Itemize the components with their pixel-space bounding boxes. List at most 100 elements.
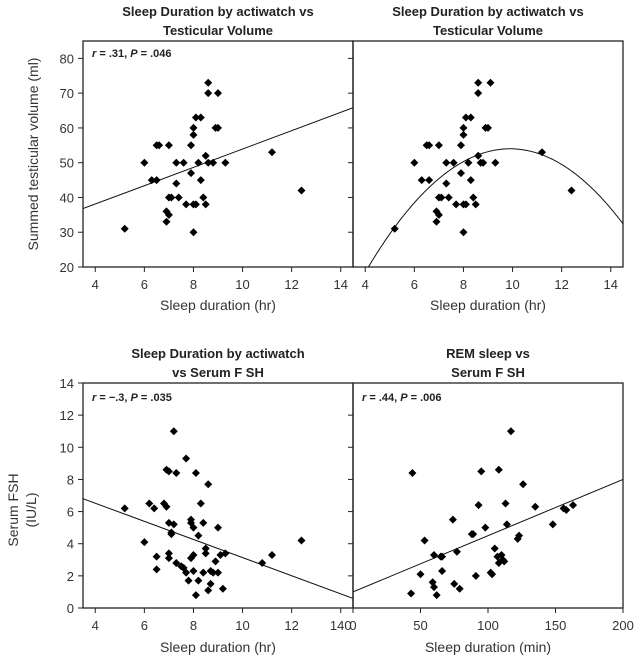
x-tick-label: 8	[190, 277, 197, 292]
data-point	[152, 552, 161, 561]
y-tick-label: 0	[67, 601, 74, 616]
x-tick-label: 4	[92, 277, 99, 292]
data-point	[199, 518, 208, 527]
plot-frame	[352, 40, 624, 268]
panel-title-line2: Testicular Volume	[163, 23, 273, 38]
data-point	[164, 554, 173, 563]
p-symbol: P	[400, 392, 408, 404]
data-point	[164, 141, 173, 150]
data-point	[434, 210, 443, 219]
x-tick-label: 8	[190, 618, 197, 633]
y-axis-label: Summed testicular volume (ml)	[25, 58, 41, 251]
data-point	[474, 78, 483, 87]
data-point	[214, 568, 222, 577]
data-point	[191, 200, 200, 209]
panel-title-line2: vs Serum F SH	[172, 365, 264, 380]
r-value: = .44,	[366, 392, 400, 404]
y-tick-label: 6	[67, 505, 74, 520]
data-point	[491, 158, 500, 167]
data-point	[162, 217, 171, 226]
data-point	[209, 568, 218, 577]
data-point	[452, 200, 461, 209]
data-point	[214, 523, 222, 532]
stats-annotation: r = −.3, P = .035	[92, 392, 172, 404]
regression-line	[83, 498, 353, 599]
y-tick-label: 80	[60, 51, 74, 66]
x-tick-label: 8	[460, 277, 467, 292]
data-point	[481, 523, 490, 532]
data-point	[457, 141, 465, 150]
regression-line	[353, 478, 623, 593]
data-point	[140, 158, 149, 167]
x-tick-label: 50	[413, 618, 427, 633]
p-value: = .046	[138, 48, 172, 60]
data-point	[438, 567, 447, 576]
data-point	[506, 427, 515, 436]
data-point	[172, 158, 181, 167]
data-point	[169, 427, 178, 436]
data-point	[172, 179, 181, 188]
data-point	[258, 559, 267, 567]
x-tick-label: 6	[141, 277, 148, 292]
panel-bottom-right: REM sleep vs Serum F SH r = .44, P = .00…	[348, 346, 634, 655]
data-point	[155, 141, 164, 150]
data-point	[194, 576, 203, 585]
panel-title-line1: Sleep Duration by actiwatch vs	[122, 4, 313, 19]
data-point	[567, 186, 576, 195]
data-point	[484, 123, 492, 132]
data-point	[179, 158, 188, 167]
r-symbol: r	[92, 392, 97, 404]
data-point	[187, 169, 195, 178]
data-point	[459, 228, 468, 237]
data-point	[442, 158, 451, 167]
regression-line	[83, 107, 353, 210]
data-point	[189, 523, 198, 532]
data-point	[268, 148, 276, 157]
x-axis-label: Sleep duration (hr)	[160, 297, 276, 313]
data-point	[466, 113, 475, 122]
x-tick-label: 200	[612, 618, 634, 633]
x-tick-label: 14	[333, 277, 347, 292]
data-point	[469, 193, 478, 202]
y-tick-label: 14	[60, 376, 74, 391]
data-point	[297, 536, 306, 545]
data-point	[455, 584, 464, 593]
r-symbol: r	[362, 392, 367, 404]
data-point	[466, 176, 475, 185]
data-point	[449, 158, 458, 167]
data-point	[120, 224, 129, 233]
panel-top-left: Sleep Duration by actiwatch vs Testicula…	[25, 4, 354, 313]
data-point	[191, 591, 200, 600]
x-tick-label: 12	[284, 277, 298, 292]
data-point	[417, 176, 426, 185]
x-tick-label: 10	[505, 277, 519, 292]
data-point	[461, 113, 470, 122]
x-axis-label: Sleep duration (min)	[425, 639, 551, 655]
data-point	[502, 520, 511, 529]
data-point	[191, 469, 200, 477]
data-point	[494, 465, 503, 474]
panel-bottom-left: Sleep Duration by actiwatch vs Serum F S…	[5, 346, 354, 655]
data-point	[434, 141, 443, 150]
p-value: = .006	[408, 392, 442, 404]
data-point	[444, 193, 453, 202]
data-point	[450, 579, 459, 588]
data-point	[471, 200, 480, 209]
data-point	[562, 505, 571, 514]
data-point	[218, 584, 227, 593]
data-point	[211, 557, 220, 566]
data-point	[548, 520, 557, 529]
data-point	[430, 550, 438, 559]
data-point	[172, 559, 181, 567]
data-point	[515, 531, 524, 540]
data-point	[221, 158, 230, 167]
p-symbol: P	[130, 48, 138, 60]
data-point	[184, 576, 193, 585]
panel-title-line1: Sleep Duration by actiwatch vs	[392, 4, 583, 19]
x-tick-label: 10	[235, 277, 249, 292]
data-point	[189, 228, 198, 237]
data-point	[204, 78, 213, 87]
data-point	[204, 480, 213, 489]
data-point	[490, 544, 499, 553]
